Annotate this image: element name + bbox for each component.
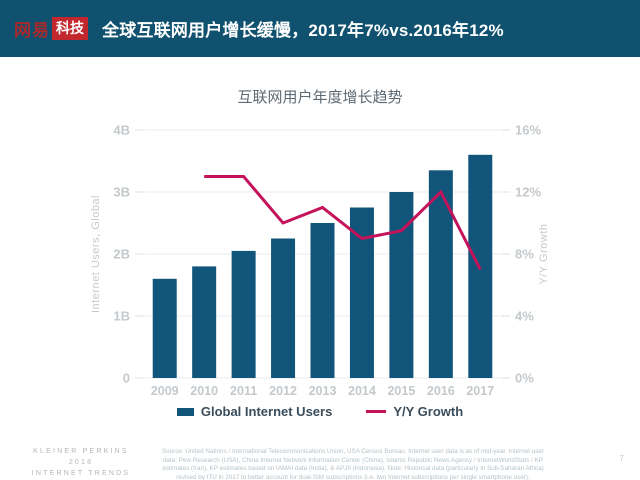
year-label-2014: 2014 <box>348 384 376 398</box>
footer-brand-line3: INTERNET TRENDS <box>31 469 131 477</box>
chart-legend: Global Internet Users Y/Y Growth <box>0 404 640 419</box>
legend-line-swatch-icon <box>366 410 387 413</box>
source-note: Source: United Nations / International T… <box>161 448 545 480</box>
bar-2015 <box>389 192 414 378</box>
left-axis-tick-label: 3B <box>113 185 130 200</box>
right-axis-title: Y/Y Growth <box>538 223 550 284</box>
year-label-2015: 2015 <box>387 384 415 398</box>
bar-2013 <box>310 223 335 378</box>
left-axis-tick-label: 1B <box>113 309 130 324</box>
year-label-2017: 2017 <box>466 384 494 398</box>
page-number: 7 <box>619 454 624 463</box>
legend-item-global-internet-users: Global Internet Users <box>176 404 333 419</box>
year-label-2012: 2012 <box>269 384 297 398</box>
bar-2010 <box>192 266 217 378</box>
yy-growth-line <box>204 175 482 271</box>
bar-2012 <box>271 238 296 378</box>
right-axis-tick-label: 16% <box>515 123 541 138</box>
left-axis-tick-label: 4B <box>113 123 130 138</box>
bar-2011 <box>231 250 256 378</box>
slide-title: 全球互联网用户增长缓慢，2017年7%vs.2016年12% <box>102 21 504 40</box>
year-label-2013: 2013 <box>309 384 337 398</box>
legend-line-label: Y/Y Growth <box>393 404 464 419</box>
left-axis-title: Internet Users, Global <box>90 195 102 313</box>
right-axis-tick-label: 0% <box>515 371 534 386</box>
legend-bar-label: Global Internet Users <box>200 404 333 419</box>
right-axis-tick-label: 12% <box>515 185 541 200</box>
right-axis-tick-label: 4% <box>515 309 534 324</box>
legend-item-yy-growth: Y/Y Growth <box>366 404 463 419</box>
netease-logo: 网易 科技 <box>14 16 88 41</box>
legend-bar-swatch-icon <box>176 407 194 416</box>
left-axis-tick-label: 0 <box>123 371 130 386</box>
chart-title: 互联网用户年度增长趋势 <box>237 89 403 106</box>
netease-logo-badge: 科技 <box>52 17 88 40</box>
year-label-2010: 2010 <box>190 384 218 398</box>
bar-2009 <box>152 278 177 378</box>
year-label-2009: 2009 <box>151 384 179 398</box>
footer-brand-line1: KLEINER PERKINS <box>33 448 129 455</box>
left-axis-tick-label: 2B <box>113 247 130 262</box>
footer-brand-line2: 2018 <box>68 458 94 466</box>
header-bar: 网易 科技 全球互联网用户增长缓慢，2017年7%vs.2016年12% <box>0 0 640 57</box>
year-label-2016: 2016 <box>427 384 455 398</box>
growth-chart: 0 1B 2B 3B 4B 0% 4% 8% 12% 16% Internet Users, Glo… <box>90 123 550 399</box>
footer-brand: KLEINER PERKINS 2018 INTERNET TRENDS <box>6 447 156 480</box>
netease-logo-text: 网易 <box>14 21 50 40</box>
right-axis-tick-label: 8% <box>515 247 534 262</box>
year-label-2011: 2011 <box>230 384 257 398</box>
